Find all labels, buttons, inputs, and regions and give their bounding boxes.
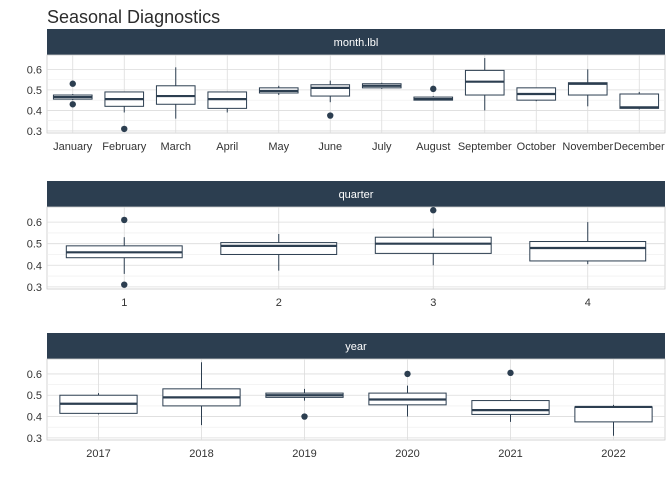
box-body: [529, 241, 647, 262]
x-tick-label: 2018: [189, 448, 213, 460]
box-body: [310, 84, 351, 97]
outlier-point: [121, 281, 128, 288]
panel-quarter: quarter 0.3 0.4 0.5 0.6 1 2 3 4: [27, 181, 666, 309]
x-tick-label: July: [372, 141, 392, 153]
box-2018: [162, 362, 241, 426]
x-tick-label: August: [416, 141, 450, 153]
box-february: [104, 91, 145, 133]
box-2: [220, 233, 338, 271]
facet-strip: [47, 181, 665, 207]
box-may: [258, 85, 299, 96]
outlier-point: [430, 207, 437, 214]
box-body: [220, 242, 338, 255]
x-tick-label: March: [160, 141, 191, 153]
box-2017: [59, 393, 138, 415]
x-tick-label: February: [102, 141, 147, 153]
y-tick-label: 0.3: [27, 282, 42, 294]
x-tick-label: 2022: [601, 448, 625, 460]
facet-strip: [47, 333, 665, 359]
x-tick-label: June: [318, 141, 342, 153]
outlier-point: [69, 80, 76, 87]
x-tick-label: 2021: [498, 448, 522, 460]
box-november: [567, 69, 608, 107]
y-tick-label: 0.6: [27, 369, 42, 381]
x-tick-label: November: [562, 141, 613, 153]
y-tick-label: 0.5: [27, 239, 42, 251]
outlier-point: [404, 370, 411, 378]
box-2021: [471, 369, 550, 422]
box-body: [619, 93, 660, 109]
x-tick-label: April: [216, 141, 238, 153]
outlier-point: [507, 369, 514, 377]
x-tick-label: 3: [430, 297, 436, 309]
x-tick-label: December: [614, 141, 665, 153]
panel-border: [46, 206, 666, 290]
chart-title: Seasonal Diagnostics: [47, 7, 220, 27]
outlier-point: [69, 101, 76, 108]
y-tick-label: 0.4: [27, 260, 42, 272]
y-tick-label: 0.3: [27, 433, 42, 445]
y-tick-label: 0.5: [27, 85, 42, 97]
box-2020: [368, 370, 447, 417]
box-march: [155, 67, 196, 119]
panel-year: year 0.3 0.4 0.5 0.6 2017 2018 2019 2020 2021 2022: [27, 333, 666, 460]
outlier-point: [327, 112, 334, 119]
x-tick-label: January: [53, 141, 93, 153]
box-2019: [265, 388, 344, 420]
box-september: [464, 58, 505, 111]
y-tick-label: 0.4: [27, 412, 42, 424]
x-tick-label: 2019: [292, 448, 316, 460]
box-august: [413, 85, 454, 101]
box-january: [52, 80, 93, 108]
x-tick-label: October: [517, 141, 556, 153]
outlier-point: [430, 85, 437, 93]
outlier-point: [121, 216, 128, 224]
box-december: [619, 91, 660, 110]
x-tick-label: September: [458, 141, 512, 153]
x-tick-label: May: [268, 141, 289, 153]
facet-strip-label: year: [345, 341, 367, 353]
box-october: [516, 87, 557, 102]
panel-border: [46, 358, 666, 441]
facet-panels: month.lbl 0.3 0.4 0.5 0.6 January February Marc…: [27, 29, 666, 460]
box-4: [529, 222, 647, 265]
y-tick-label: 0.3: [27, 126, 42, 138]
box-june: [310, 80, 351, 119]
facet-strip: [47, 29, 665, 55]
y-tick-label: 0.6: [27, 217, 42, 229]
box-2022: [574, 404, 653, 436]
box-july: [361, 82, 402, 89]
panel-month-lbl: month.lbl 0.3 0.4 0.5 0.6 January February Marc…: [27, 29, 666, 153]
box-1: [65, 216, 183, 288]
x-tick-label: 2: [276, 297, 282, 309]
y-tick-label: 0.4: [27, 105, 42, 117]
x-tick-label: 2017: [86, 448, 110, 460]
outlier-point: [301, 413, 308, 420]
y-tick-label: 0.6: [27, 64, 42, 76]
box-body: [374, 236, 492, 254]
y-tick-label: 0.5: [27, 390, 42, 402]
outlier-point: [121, 125, 128, 133]
x-tick-label: 4: [585, 297, 591, 309]
facet-strip-label: quarter: [339, 189, 374, 201]
box-april: [207, 91, 248, 113]
facet-strip-label: month.lbl: [334, 37, 379, 49]
box-body: [471, 400, 550, 415]
box-body: [574, 406, 653, 423]
panel-border: [46, 54, 666, 134]
x-tick-label: 1: [121, 297, 127, 309]
box-3: [374, 207, 492, 266]
x-tick-label: 2020: [395, 448, 419, 460]
